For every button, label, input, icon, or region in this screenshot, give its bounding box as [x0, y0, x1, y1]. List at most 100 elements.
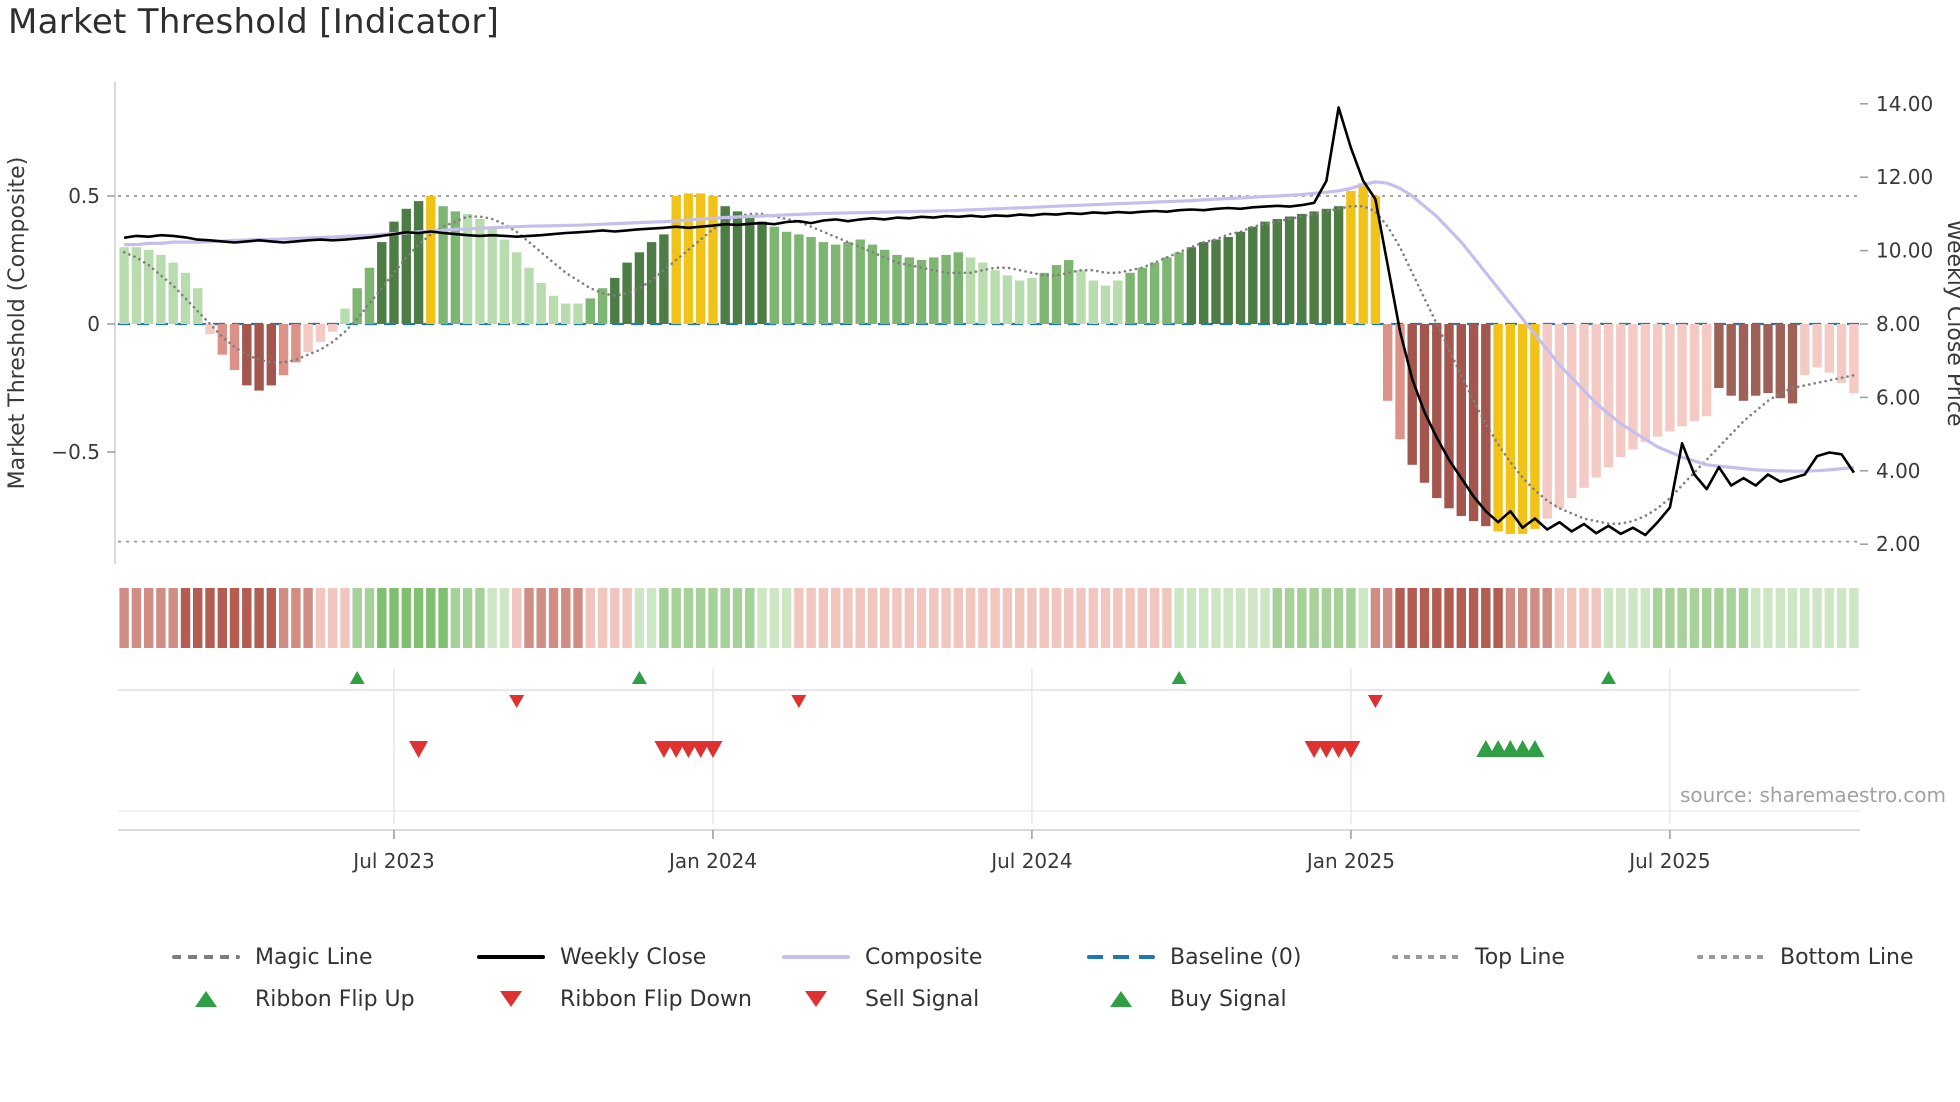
ribbon-flip-down-marker — [791, 695, 807, 708]
threshold-bar — [1162, 257, 1172, 324]
buy-signal-icon — [1087, 991, 1155, 1007]
ribbon-cell — [1419, 588, 1430, 648]
legend-row: Ribbon Flip Up Ribbon Flip Down Sell Signa… — [172, 978, 1960, 1020]
threshold-bar — [1726, 324, 1736, 396]
ribbon-cell — [1751, 588, 1761, 648]
threshold-bar — [1309, 211, 1319, 324]
threshold-bar — [1272, 219, 1282, 324]
ribbon-cell — [561, 588, 571, 648]
legend-item: Ribbon Flip Down — [477, 987, 782, 1012]
threshold-bar — [867, 244, 878, 324]
ribbon-flip-up-icon — [172, 991, 240, 1007]
right-tick-label: 12.00 — [1876, 165, 1933, 189]
threshold-bar — [1395, 324, 1405, 440]
threshold-bar — [1284, 216, 1295, 324]
ribbon-cell — [1223, 588, 1233, 648]
threshold-bar — [119, 247, 129, 324]
ribbon-cell — [646, 588, 657, 648]
threshold-bar — [1738, 324, 1749, 401]
legend-label: Composite — [865, 944, 983, 970]
ribbon-cell — [1542, 588, 1552, 648]
threshold-bar — [168, 262, 178, 324]
ribbon-cell — [1407, 588, 1417, 648]
threshold-bar — [1616, 324, 1626, 458]
ribbon-cell — [1493, 588, 1503, 648]
threshold-bar — [855, 239, 865, 324]
weekly-close-line — [123, 106, 1855, 537]
legend-item: Bottom Line — [1697, 945, 1960, 970]
sell-signal-marker — [703, 741, 723, 758]
ribbon-flip-down-icon — [477, 991, 545, 1007]
ribbon-cell — [1027, 588, 1037, 648]
legend-label: Weekly Close — [560, 944, 707, 970]
ribbon-cell — [499, 588, 510, 648]
legend-label: Buy Signal — [1170, 986, 1287, 1012]
ribbon-cell — [144, 588, 154, 648]
ribbon-cell — [1333, 588, 1344, 648]
legend-label: Magic Line — [255, 944, 373, 970]
right-axis-title: Weekly Close Price — [1942, 220, 1960, 427]
threshold-bar — [1824, 324, 1834, 373]
ribbon-cell — [1505, 588, 1516, 648]
threshold-bar — [880, 249, 890, 324]
ribbon-cell — [1530, 588, 1540, 648]
ribbon-cell — [1186, 588, 1197, 648]
top-line-swatch — [1392, 955, 1460, 959]
right-tick-label: 2.00 — [1876, 532, 1921, 556]
ribbon-cell — [1481, 588, 1491, 648]
buy-signal-marker — [1525, 740, 1545, 757]
ribbon-cell — [1051, 588, 1062, 648]
ribbon-cell — [1763, 588, 1773, 648]
ribbon-cell — [831, 588, 841, 648]
ribbon-cell — [1125, 588, 1135, 648]
threshold-bar — [1481, 324, 1491, 527]
threshold-bar — [1579, 324, 1589, 488]
threshold-bar — [1370, 196, 1381, 324]
right-tick-label: 8.00 — [1876, 312, 1921, 336]
threshold-bar — [1603, 324, 1614, 468]
ribbon-cell — [953, 588, 963, 648]
ribbon-cell — [438, 588, 448, 648]
ribbon-cell — [1260, 588, 1270, 648]
sell-signal-marker — [666, 741, 686, 758]
threshold-bar — [303, 324, 313, 353]
ribbon-cell — [1775, 588, 1785, 648]
threshold-bar — [487, 226, 497, 324]
threshold-bar — [1542, 324, 1552, 519]
ribbon-cell — [340, 588, 350, 648]
ribbon-cell — [1665, 588, 1675, 648]
threshold-bar — [1689, 324, 1700, 422]
threshold-bar — [205, 324, 215, 335]
ribbon-cell — [193, 588, 203, 648]
ribbon-cell — [978, 588, 988, 648]
legend-item: Baseline (0) — [1087, 945, 1392, 970]
left-tick-label: 0.5 — [68, 184, 100, 208]
ribbon-cell — [119, 588, 129, 648]
ribbon-cell — [622, 588, 632, 648]
legend-item: Ribbon Flip Up — [172, 987, 477, 1012]
threshold-bar — [524, 267, 534, 324]
ribbon-cell — [1235, 588, 1246, 648]
legend-item: Sell Signal — [782, 987, 1087, 1012]
threshold-bar — [1702, 324, 1712, 417]
right-tick-label: 10.00 — [1876, 239, 1933, 263]
threshold-bar — [1763, 324, 1773, 394]
weekly-close-swatch — [477, 955, 545, 959]
threshold-bar — [965, 257, 976, 324]
threshold-bar — [1517, 324, 1528, 534]
ribbon-cell — [597, 588, 608, 648]
threshold-bar — [1321, 208, 1332, 324]
ribbon-cell — [880, 588, 890, 648]
ribbon-cell — [413, 588, 424, 648]
ribbon-cell — [1284, 588, 1295, 648]
ribbon-flip-down-icon — [500, 991, 522, 1007]
ribbon-cell — [1567, 588, 1577, 648]
threshold-bar — [193, 288, 203, 324]
ribbon-cell — [401, 588, 411, 648]
ribbon-cell — [585, 588, 595, 648]
left-tick-label: 0 — [87, 312, 100, 336]
ribbon-cell — [377, 588, 387, 648]
ribbon-cell — [475, 588, 485, 648]
threshold-bar — [1554, 324, 1565, 509]
ribbon-cell — [745, 588, 755, 648]
